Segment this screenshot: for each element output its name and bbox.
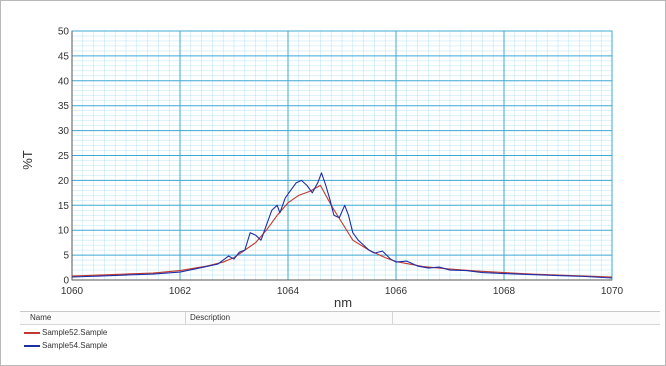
y-axis-title: %T <box>20 150 35 170</box>
column-divider[interactable] <box>185 312 186 324</box>
y-tick-label: 35 <box>58 101 70 112</box>
name-column-header[interactable]: Name <box>30 313 52 322</box>
x-axis-title: nm <box>334 295 352 310</box>
y-tick-label: 0 <box>63 276 69 287</box>
y-tick-label: 25 <box>58 151 70 162</box>
legend-swatch <box>24 332 40 334</box>
legend-row-sample52[interactable]: Sample52.Sample <box>20 327 320 339</box>
y-tick-label: 5 <box>63 251 69 262</box>
legend-series-name: Sample52.Sample <box>42 328 108 337</box>
x-tick-label: 1060 <box>61 286 84 297</box>
description-column-header[interactable]: Description <box>190 313 231 322</box>
x-tick-label: 1064 <box>277 286 300 297</box>
legend-swatch <box>24 345 40 347</box>
y-tick-label: 50 <box>58 27 70 38</box>
column-divider[interactable] <box>392 312 393 324</box>
x-tick-label: 1062 <box>169 286 192 297</box>
x-tick-label: 1070 <box>601 286 624 297</box>
transmission-chart: 1060 1062 1064 1066 1068 1070 0 5 10 15 20 25 30 35 40… <box>20 27 624 311</box>
y-tick-label: 30 <box>58 126 70 137</box>
legend-table: Name Description Sample52.Sample Sample5… <box>20 311 660 356</box>
y-tick-label: 40 <box>58 76 70 87</box>
legend-header: Name Description <box>20 312 660 325</box>
y-tick-label: 20 <box>58 176 70 187</box>
series-line-sample54-sample <box>71 172 613 279</box>
y-tick-label: 10 <box>58 226 70 237</box>
x-tick-label: 1068 <box>493 286 516 297</box>
legend-row-sample54[interactable]: Sample54.Sample <box>20 340 320 352</box>
y-tick-label: 15 <box>58 201 70 212</box>
y-tick-label: 45 <box>58 51 70 62</box>
x-tick-label: 1066 <box>385 286 408 297</box>
legend-series-name: Sample54.Sample <box>42 341 108 350</box>
